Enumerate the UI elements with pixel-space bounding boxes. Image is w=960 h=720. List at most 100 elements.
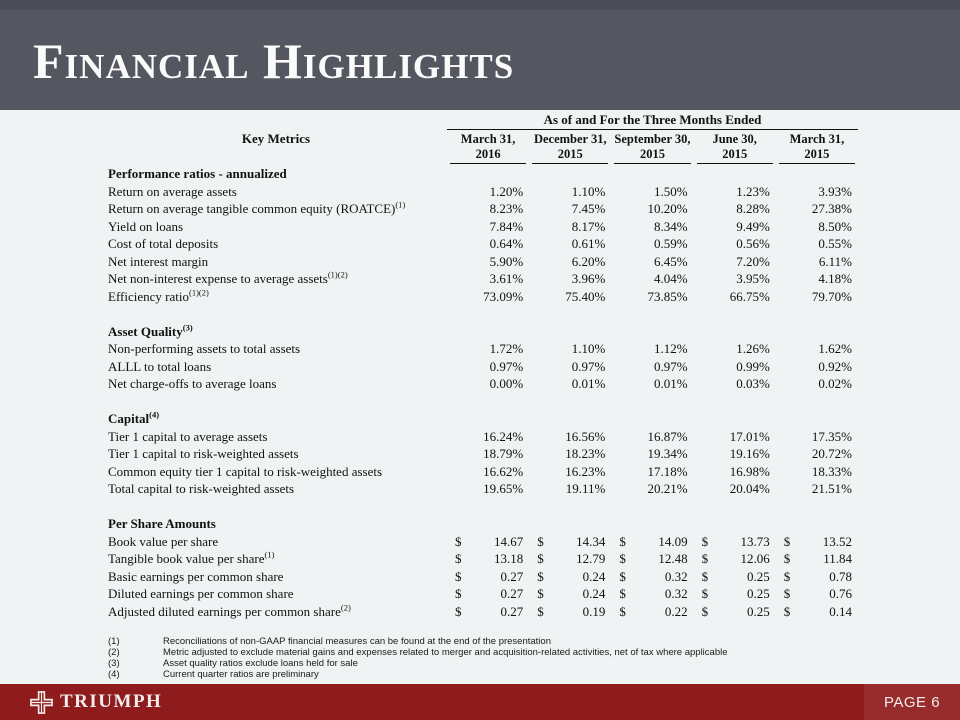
value: 1.72% — [489, 341, 524, 356]
column-header: September 30, 2015 — [614, 130, 691, 164]
value-cell: 8.28% — [694, 200, 776, 218]
row-label: Tier 1 capital to risk-weighted assets — [108, 446, 299, 461]
value-cell: 0.02% — [776, 375, 858, 393]
value: 18.33% — [811, 463, 852, 479]
footnote-marker: (1)(2) — [188, 287, 209, 298]
row-label: Non-performing assets to total assets — [108, 341, 301, 356]
value-cell: $14.09 — [611, 533, 693, 551]
row-label: Cost of total deposits — [108, 236, 219, 251]
currency-symbol: $ — [455, 533, 462, 549]
currency-symbol: $ — [701, 603, 709, 619]
value-cell: $0.24 — [529, 568, 611, 586]
currency-symbol: $ — [783, 586, 791, 601]
value-cell: 1.23% — [694, 183, 776, 201]
row-label: Yield on loans — [108, 218, 184, 234]
section-title: Capital(4) — [108, 409, 160, 426]
value-cell: $14.34 — [529, 533, 611, 551]
table-row: Tier 1 capital to average assets 16.24% 16… — [105, 428, 858, 446]
value-cell: $0.24 — [529, 585, 611, 603]
value: 73.09% — [483, 288, 524, 304]
currency-symbol: $ — [537, 568, 544, 584]
value: 0.01% — [571, 376, 606, 391]
value-cell: 17.01% — [694, 428, 776, 446]
value-cell: $0.27 — [447, 568, 529, 586]
value: 5.90% — [489, 253, 524, 269]
currency-symbol: $ — [619, 603, 626, 619]
value-cell: 0.97% — [529, 358, 611, 376]
value: 8.28% — [736, 201, 770, 216]
footnote-number: (4) — [108, 669, 120, 680]
value: 1.23% — [736, 183, 770, 199]
value: 0.01% — [654, 376, 688, 391]
section-header-row: Capital(4) — [105, 410, 858, 428]
value: 20.04% — [729, 481, 770, 496]
value: 0.00% — [489, 376, 524, 391]
value: 3.93% — [818, 183, 852, 199]
column-header-month: June 30, — [712, 132, 757, 146]
value: 12.48 — [658, 551, 688, 566]
value: 13.18 — [493, 551, 524, 566]
table-header: Key Metrics As of and For the Three Mont… — [105, 112, 858, 164]
column-header: December 31, 2015 — [532, 130, 609, 164]
value: 27.38% — [811, 201, 852, 216]
footnote-marker: (3) — [182, 322, 193, 333]
currency-symbol: $ — [701, 586, 709, 601]
currency-symbol: $ — [455, 603, 462, 619]
value: 8.50% — [818, 218, 852, 234]
currency-symbol: $ — [537, 603, 544, 619]
value: 0.14 — [829, 603, 852, 619]
value: 0.99% — [736, 358, 770, 374]
value: 0.61% — [571, 236, 606, 251]
footnote-marker: (4) — [149, 409, 160, 420]
footnote: (2) Metric adjusted to exclude material g… — [108, 647, 888, 658]
value-cell: 10.20% — [611, 200, 693, 218]
value-cell: 8.17% — [529, 218, 611, 236]
value-cell: 20.04% — [694, 480, 776, 498]
value: 16.23% — [565, 463, 606, 479]
value-cell: $12.79 — [529, 550, 611, 568]
value-cell: $0.78 — [776, 568, 858, 586]
value-cell: 0.56% — [694, 235, 776, 253]
value-cell: 17.35% — [776, 428, 858, 446]
value: 79.70% — [811, 288, 852, 304]
value: 4.18% — [818, 271, 852, 286]
value: 0.64% — [489, 236, 524, 251]
value-cell: 20.72% — [776, 445, 858, 463]
row-label: Return on average assets — [108, 183, 237, 199]
value: 0.56% — [736, 236, 770, 251]
value-cell: 8.50% — [776, 218, 858, 236]
value: 0.27 — [500, 603, 524, 619]
value-cell: 3.95% — [694, 270, 776, 288]
row-label: Tangible book value per share(1) — [108, 549, 275, 566]
section-header-row: Asset Quality(3) — [105, 323, 858, 341]
table-row: Net non-interest expense to average asse… — [105, 270, 858, 288]
value: 8.34% — [654, 218, 688, 234]
column-headers: March 31, 2016 December 31, 2015 September 3… — [447, 130, 858, 164]
value: 19.34% — [647, 446, 688, 461]
value-cell: 8.34% — [611, 218, 693, 236]
footnote: (1) Reconciliations of non-GAAP financial… — [108, 636, 888, 647]
value-cell: 0.92% — [776, 358, 858, 376]
currency-symbol: $ — [455, 568, 462, 584]
column-header-year: 2015 — [722, 147, 748, 161]
header-top-strip — [0, 0, 960, 10]
column-header-year: 2015 — [557, 147, 583, 161]
currency-symbol: $ — [455, 551, 462, 566]
value-cell: 1.20% — [447, 183, 529, 201]
row-label: Total capital to risk-weighted assets — [108, 481, 295, 496]
value-cell: $0.22 — [611, 603, 693, 621]
table-rows: Performance ratios - annualized Return on… — [105, 165, 858, 620]
financial-highlights-table: Key Metrics As of and For the Three Mont… — [105, 112, 858, 620]
value-cell: $13.52 — [776, 533, 858, 551]
value: 20.72% — [811, 446, 852, 461]
value-cell: 1.62% — [776, 340, 858, 358]
footnote-number: (2) — [108, 647, 120, 658]
value: 16.98% — [729, 463, 770, 479]
period-span-header: As of and For the Three Months Ended — [447, 112, 858, 130]
value-cell: $0.25 — [694, 603, 776, 621]
value-cell: 7.45% — [529, 200, 611, 218]
value: 7.20% — [736, 253, 770, 269]
value: 9.49% — [736, 218, 770, 234]
section-spacer — [105, 305, 858, 323]
value-cell: 3.61% — [447, 270, 529, 288]
